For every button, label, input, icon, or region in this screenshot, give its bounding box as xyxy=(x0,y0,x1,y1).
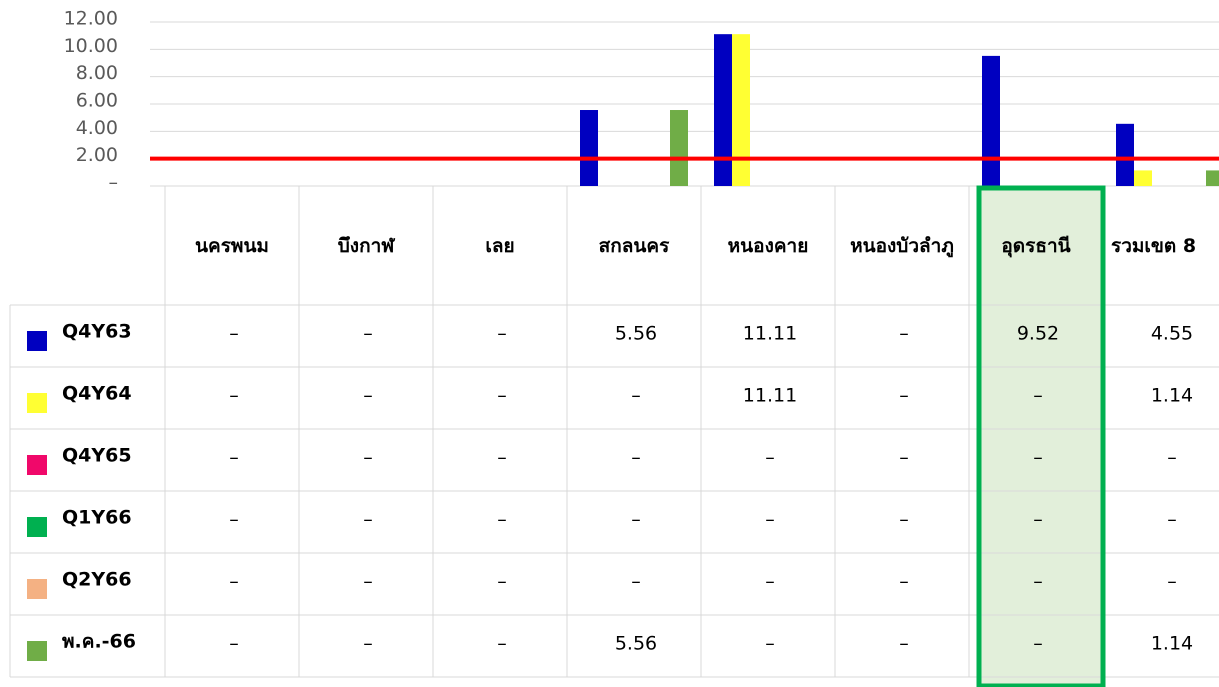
legend-label: Q2Y66 xyxy=(62,569,132,591)
cell-value: – xyxy=(765,509,775,531)
cell-value: 5.56 xyxy=(615,323,657,345)
column-header-text: นครพนม xyxy=(195,234,269,257)
cell-value: – xyxy=(631,447,641,469)
legend-swatch xyxy=(27,579,47,599)
column-header: สกลนคร xyxy=(598,234,670,257)
cell-value: – xyxy=(631,571,641,593)
cell-value: 9.52 xyxy=(1017,323,1059,345)
column-header: อุดรธานี xyxy=(1001,234,1071,257)
cell-value: – xyxy=(229,323,239,345)
legend-swatch xyxy=(27,517,47,537)
cell-value: – xyxy=(899,509,909,531)
cell-value: – xyxy=(229,385,239,407)
y-tick-label: 8.00 xyxy=(76,62,118,84)
bar xyxy=(580,110,598,186)
legend-swatch xyxy=(27,455,47,475)
cell-value: – xyxy=(363,633,373,655)
cell-value: – xyxy=(497,509,507,531)
cell-value: – xyxy=(497,447,507,469)
cell-value: – xyxy=(899,571,909,593)
cell-value: – xyxy=(765,571,775,593)
column-header-text: รวมเขต 8 xyxy=(1111,234,1197,257)
legend-label: Q4Y63 xyxy=(62,321,132,343)
column-header-text: บึงกาฬ xyxy=(337,234,395,257)
y-tick-label: – xyxy=(109,172,119,194)
cell-value: 11.11 xyxy=(743,323,797,345)
cell-value: – xyxy=(363,385,373,407)
column-header-text: เลย xyxy=(485,234,515,257)
cell-value: – xyxy=(765,447,775,469)
cell-value: – xyxy=(899,323,909,345)
cell-value: 11.11 xyxy=(743,385,797,407)
legend-swatch xyxy=(27,331,47,351)
cell-value: – xyxy=(363,571,373,593)
cell-value: – xyxy=(1033,571,1043,593)
bar xyxy=(1206,170,1219,186)
column-header-text: อุดรธานี xyxy=(1001,234,1071,257)
legend-swatch xyxy=(27,641,47,661)
legend-label: Q1Y66 xyxy=(62,507,132,529)
cell-value: – xyxy=(1167,447,1177,469)
y-tick-label: 6.00 xyxy=(76,90,118,112)
cell-value: – xyxy=(1167,509,1177,531)
column-header: หนองคาย xyxy=(727,234,809,257)
bar xyxy=(982,55,1000,186)
bar xyxy=(714,34,732,187)
bar xyxy=(732,34,750,187)
cell-value: 1.14 xyxy=(1151,633,1193,655)
cell-value: – xyxy=(1167,571,1177,593)
y-tick-label: 10.00 xyxy=(64,35,118,57)
cell-value: – xyxy=(497,571,507,593)
column-header: นครพนม xyxy=(195,234,269,257)
cell-value: – xyxy=(363,509,373,531)
cell-value: 5.56 xyxy=(615,633,657,655)
column-header-text: หนองบัวลำภู xyxy=(850,234,954,257)
cell-value: 1.14 xyxy=(1151,385,1193,407)
column-header: บึงกาฬ xyxy=(337,234,395,257)
highlight-fill xyxy=(979,188,1103,686)
cell-value: – xyxy=(229,509,239,531)
legend-label: Q4Y64 xyxy=(62,383,132,405)
column-header: เลย xyxy=(485,234,515,257)
cell-value: – xyxy=(1033,509,1043,531)
cell-value: – xyxy=(765,633,775,655)
cell-value: – xyxy=(497,633,507,655)
legend-label: Q4Y65 xyxy=(62,445,132,467)
column-header: รวมเขต 8 xyxy=(1111,234,1197,257)
cell-value: – xyxy=(229,633,239,655)
column-header-text: หนองคาย xyxy=(727,234,809,257)
cell-value: – xyxy=(229,447,239,469)
legend-swatch xyxy=(27,393,47,413)
cell-value: – xyxy=(363,447,373,469)
legend-label: พ.ค.-66 xyxy=(62,631,136,653)
cell-value: – xyxy=(1033,385,1043,407)
cell-value: – xyxy=(497,385,507,407)
cell-value: – xyxy=(631,385,641,407)
bar xyxy=(1116,123,1134,186)
highlight-border xyxy=(976,185,1106,687)
cell-value: 4.55 xyxy=(1151,323,1193,345)
cell-value: – xyxy=(899,447,909,469)
y-tick-label: 4.00 xyxy=(76,117,118,139)
column-header-text: สกลนคร xyxy=(598,234,670,257)
bar xyxy=(1134,170,1152,186)
cell-value: – xyxy=(1033,447,1043,469)
y-tick-label: 2.00 xyxy=(76,144,118,166)
y-tick-label: 12.00 xyxy=(64,8,118,30)
cell-value: – xyxy=(497,323,507,345)
cell-value: – xyxy=(363,323,373,345)
cell-value: – xyxy=(899,385,909,407)
cell-value: – xyxy=(1033,633,1043,655)
cell-value: – xyxy=(899,633,909,655)
bar xyxy=(670,110,688,186)
column-header: หนองบัวลำภู xyxy=(850,234,954,257)
cell-value: – xyxy=(631,509,641,531)
cell-value: – xyxy=(229,571,239,593)
